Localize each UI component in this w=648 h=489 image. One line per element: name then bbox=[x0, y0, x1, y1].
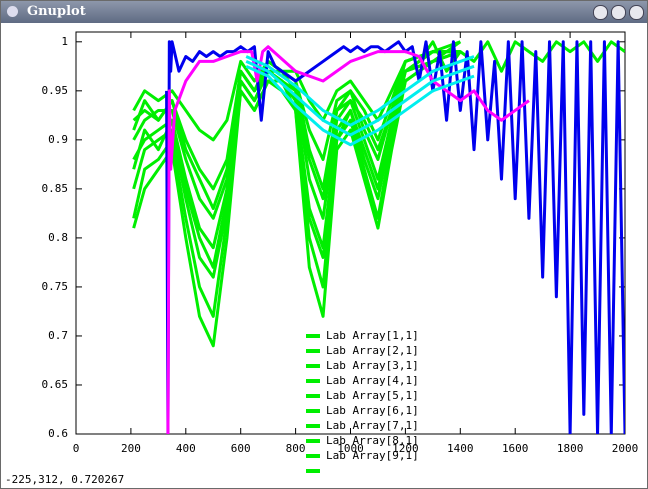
legend-label: Lab Array[5,1] bbox=[326, 389, 419, 402]
window-icon[interactable] bbox=[7, 6, 18, 17]
minimize-button[interactable] bbox=[593, 5, 608, 20]
data-line bbox=[166, 45, 530, 434]
close-button[interactable] bbox=[629, 5, 644, 20]
legend-label: Lab Array[9,1] bbox=[326, 449, 419, 462]
window-title: Gnuplot bbox=[27, 4, 86, 19]
legend-label: Lab Array[7,1] bbox=[326, 419, 419, 432]
x-tick-label: 2000 bbox=[612, 442, 639, 455]
x-tick-label: 1600 bbox=[502, 442, 529, 455]
data-line bbox=[245, 55, 475, 127]
y-tick-label: 1 bbox=[61, 35, 68, 48]
x-tick-label: 800 bbox=[286, 442, 306, 455]
data-line bbox=[245, 64, 475, 147]
data-line bbox=[245, 60, 475, 137]
legend-label: Lab Array[6,1] bbox=[326, 404, 419, 417]
x-tick-label: 1800 bbox=[557, 442, 584, 455]
legend-label: Lab Array[4,1] bbox=[326, 374, 419, 387]
legend-label: Lab Array[3,1] bbox=[326, 359, 419, 372]
series-group bbox=[132, 40, 625, 434]
legend-label: Lab Array[2,1] bbox=[326, 344, 419, 357]
x-tick-label: 600 bbox=[231, 442, 251, 455]
status-text: -225,312, 0.720267 bbox=[5, 473, 124, 486]
y-tick-label: 0.85 bbox=[42, 182, 69, 195]
x-tick-label: 400 bbox=[176, 442, 196, 455]
legend-label: Lab Array[8,1] bbox=[326, 434, 419, 447]
x-tick-label: 0 bbox=[73, 442, 80, 455]
legend-label: Lab Array[1,1] bbox=[326, 329, 419, 342]
title-bar: Gnuplot bbox=[1, 1, 647, 23]
y-tick-label: 0.95 bbox=[42, 84, 69, 97]
x-tick-label: 1000 bbox=[337, 442, 364, 455]
data-line bbox=[132, 50, 461, 269]
x-tick-label: 1200 bbox=[392, 442, 419, 455]
y-tick-label: 0.75 bbox=[42, 280, 69, 293]
y-tick-label: 0.7 bbox=[48, 329, 68, 342]
x-tick-label: 1400 bbox=[447, 442, 474, 455]
x-tick-label: 200 bbox=[121, 442, 141, 455]
maximize-button[interactable] bbox=[611, 5, 626, 20]
y-tick-label: 0.65 bbox=[42, 378, 69, 391]
y-tick-label: 0.6 bbox=[48, 427, 68, 440]
y-tick-label: 0.9 bbox=[48, 133, 68, 146]
chart: -225,312, 0.720267 0.6 0.65 0.7 0.75 0.8 0.85… bbox=[5, 31, 639, 486]
y-tick-label: 0.8 bbox=[48, 231, 68, 244]
